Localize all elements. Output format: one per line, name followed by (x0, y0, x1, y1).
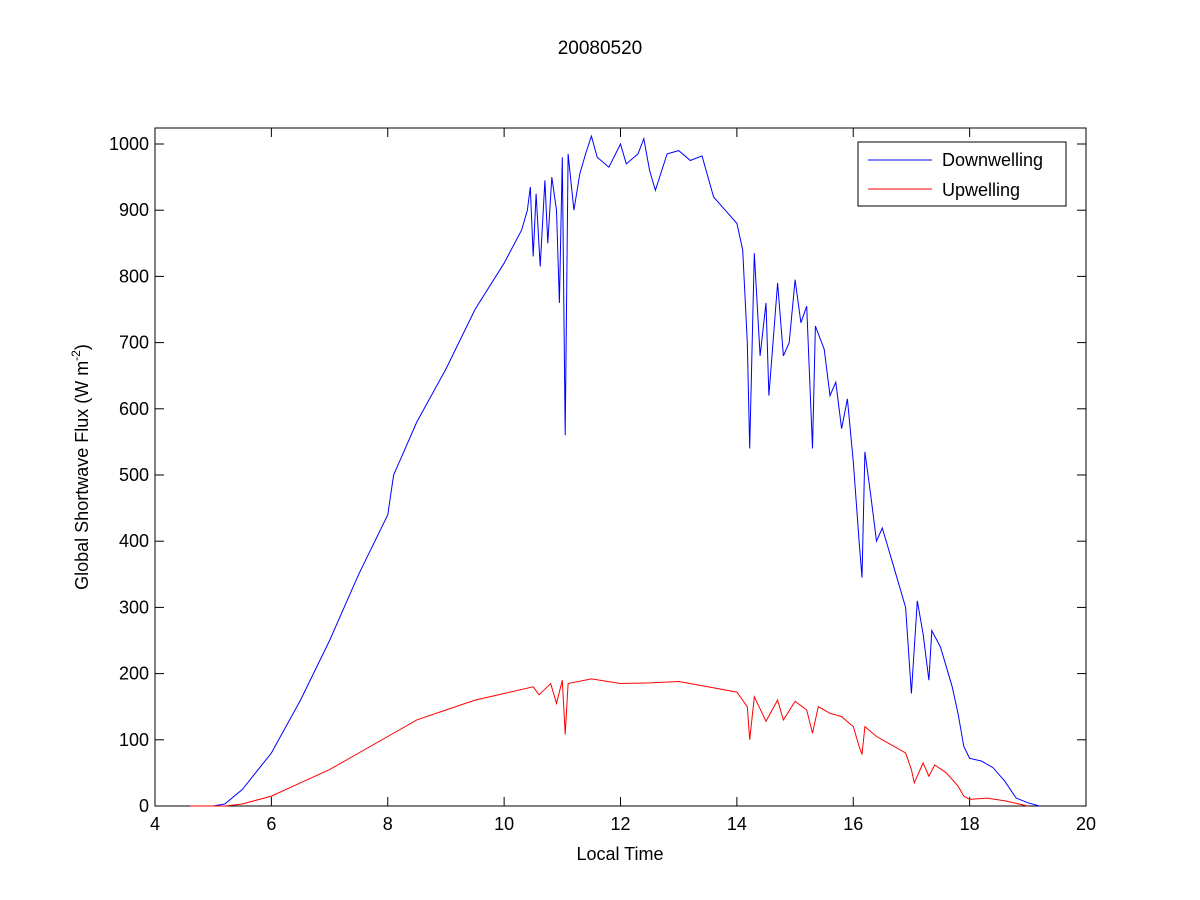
chart-title: 20080520 (558, 38, 643, 59)
y-tick-label: 400 (119, 531, 149, 551)
y-tick-label: 1000 (109, 134, 149, 154)
y-tick-label: 200 (119, 664, 149, 684)
x-tick-label: 4 (150, 814, 160, 834)
plot-area (154, 127, 1087, 807)
x-tick-label: 8 (383, 814, 393, 834)
x-tick-label: 18 (960, 814, 980, 834)
x-axis-label: Local Time (576, 844, 663, 864)
x-tick-label: 16 (843, 814, 863, 834)
y-tick-label: 700 (119, 333, 149, 353)
y-tick-label: 100 (119, 730, 149, 750)
legend-label-upwelling: Upwelling (942, 180, 1020, 200)
series-line-downwelling (189, 134, 1040, 807)
legend-label-downwelling: Downwelling (942, 150, 1043, 170)
y-tick-label: 800 (119, 266, 149, 286)
y-tick-label: 600 (119, 399, 149, 419)
x-tick-label: 20 (1076, 814, 1096, 834)
y-tick-label: 500 (119, 465, 149, 485)
legend: Downwelling Upwelling (857, 141, 1067, 207)
y-tick-label: 900 (119, 200, 149, 220)
y-tick-label: 300 (119, 597, 149, 617)
x-tick-label: 12 (610, 814, 630, 834)
x-tick-label: 14 (727, 814, 747, 834)
x-tick-label: 10 (494, 814, 514, 834)
y-axis-label: Global Shortwave Flux (W m-2) (69, 344, 92, 590)
series-line-upwelling (189, 678, 1028, 807)
x-tick-label: 6 (266, 814, 276, 834)
y-tick-label: 0 (139, 796, 149, 816)
legend-box (857, 141, 1067, 207)
